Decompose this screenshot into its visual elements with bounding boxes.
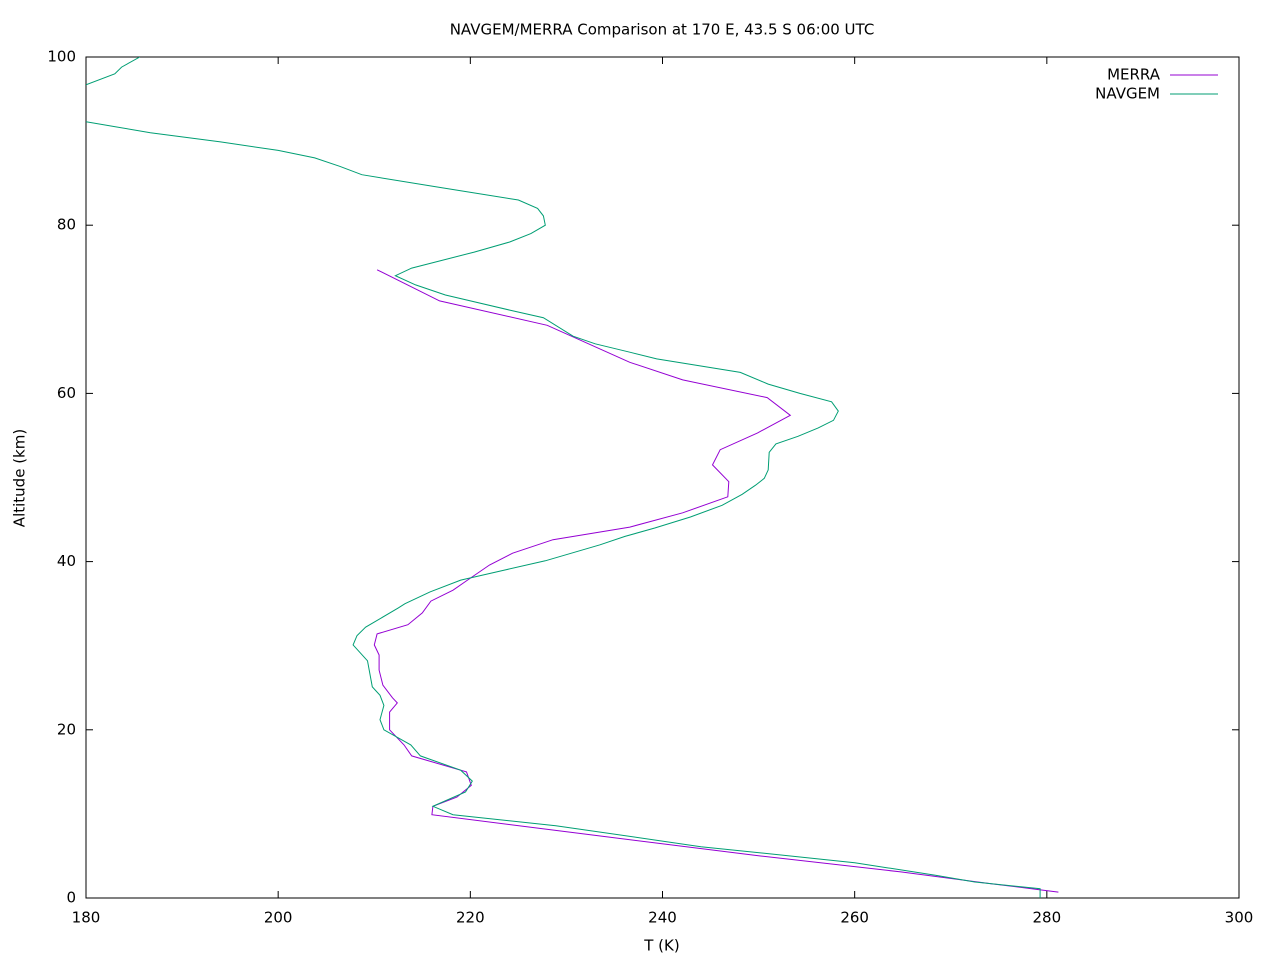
legend-label: MERRA bbox=[1107, 66, 1161, 84]
x-tick-label: 300 bbox=[1225, 909, 1254, 927]
y-tick-label: 80 bbox=[57, 216, 76, 234]
y-tick-label: 20 bbox=[57, 720, 76, 738]
x-tick-label: 180 bbox=[72, 909, 101, 927]
series-line bbox=[373, 269, 1059, 893]
y-tick-label: 60 bbox=[57, 384, 76, 402]
x-tick-label: 240 bbox=[648, 909, 677, 927]
x-axis-label: T (K) bbox=[643, 937, 679, 955]
x-tick-label: 280 bbox=[1033, 909, 1062, 927]
y-tick-label: 100 bbox=[47, 48, 76, 66]
y-tick-label: 0 bbox=[66, 889, 76, 907]
x-tick-label: 220 bbox=[456, 909, 485, 927]
chart-title: NAVGEM/MERRA Comparison at 170 E, 43.5 S… bbox=[450, 21, 875, 39]
series-line bbox=[86, 57, 1041, 898]
legend-label: NAVGEM bbox=[1095, 85, 1160, 103]
y-axis-label: Altitude (km) bbox=[11, 429, 29, 527]
y-tick-label: 40 bbox=[57, 552, 76, 570]
plot-frame bbox=[85, 56, 1240, 899]
x-tick-label: 200 bbox=[264, 909, 293, 927]
x-tick-label: 260 bbox=[840, 909, 869, 927]
